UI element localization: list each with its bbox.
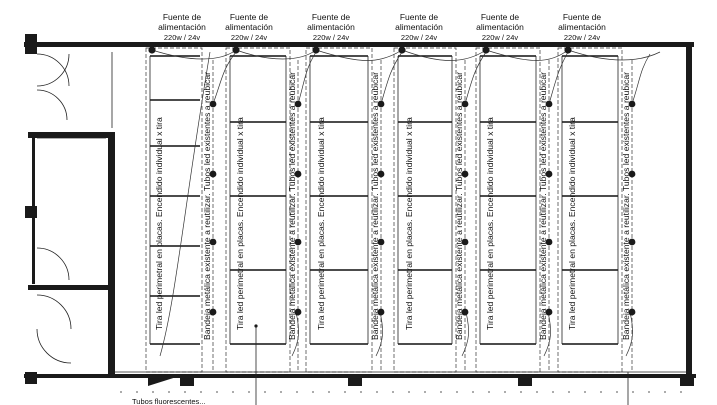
svg-text:alimentación: alimentación [558,22,606,32]
column-bottom-3 [518,374,532,386]
junction-nodes [148,46,636,328]
column-bottom-2 [348,374,362,386]
shelving-units [145,47,623,373]
shelving-unit-1 [145,47,203,373]
column-bottom-4 [680,374,694,386]
inner-wall-lower [28,285,108,290]
bottom-details: Tubos fluorescentes... [110,326,696,405]
tray-note-4: Bandeja metálica existente a reutilizar.… [454,72,464,340]
led-tube-runs [212,60,633,372]
strip-note-1: Tira led perimetral en placas. Encendido… [154,117,164,330]
power-supply-label-1: Fuente de alimentación 220w / 24v [158,12,206,42]
door-arc-3 [36,89,68,121]
right-wall [686,42,692,378]
tray-note-6: Bandeja metálica existente a reutilizar.… [621,72,631,340]
inner-wall-top [28,132,114,138]
svg-text:220w / 24v: 220w / 24v [401,33,438,42]
wiring [151,49,661,357]
svg-text:alimentación: alimentación [158,22,206,32]
power-supply-label-5: Fuente de alimentación 220w / 24v [476,12,524,42]
svg-text:Fuente de: Fuente de [312,12,351,22]
svg-text:alimentación: alimentación [225,22,273,32]
strip-note-6: Tira led perimetral en placas. Encendido… [567,117,577,330]
svg-text:alimentación: alimentación [307,22,355,32]
tray-note-1: Bandeja metálica existente a reutilizar.… [202,72,212,340]
inner-wall-left-1 [32,138,35,206]
svg-text:220w / 24v: 220w / 24v [564,33,601,42]
strip-note-2: Tira led perimetral en placas. Encendido… [235,117,245,330]
column-top-left [25,34,37,54]
svg-text:Fuente de: Fuente de [230,12,269,22]
column-bottom-1 [180,374,194,386]
power-supply-label-2: Fuente de alimentación 220w / 24v [225,12,273,42]
svg-text:alimentación: alimentación [476,22,524,32]
column-mid-left [25,206,37,218]
power-supply-label-4: Fuente de alimentación 220w / 24v [395,12,443,42]
tray-note-2: Bandeja metálica existente a reutilizar.… [287,72,297,340]
tray-note-5: Bandeja metálica existente a reutilizar.… [538,72,548,340]
strip-note-5: Tira led perimetral en placas. Encendido… [485,117,495,330]
svg-text:Fuente de: Fuente de [481,12,520,22]
door-arc-6 [36,328,72,364]
svg-text:alimentación: alimentación [395,22,443,32]
door-arc-2 [36,53,70,87]
strip-notes: Tira led perimetral en placas. Encendido… [154,117,577,330]
bottom-note: Tubos fluorescentes... [132,397,206,405]
svg-text:Fuente de: Fuente de [163,12,202,22]
column-bottom-left [25,372,37,384]
inner-wall-vertical [108,132,115,374]
svg-text:Fuente de: Fuente de [400,12,439,22]
tray-notes: Bandeja metálica existente a reutilizar.… [202,72,631,340]
power-supply-label-3: Fuente de alimentación 220w / 24v [307,12,355,42]
top-wall [24,42,694,47]
svg-text:220w / 24v: 220w / 24v [482,33,519,42]
doors [36,52,113,364]
svg-text:220w / 24v: 220w / 24v [164,33,201,42]
strip-note-3: Tira led perimetral en placas. Encendido… [316,117,326,330]
svg-text:220w / 24v: 220w / 24v [313,33,350,42]
power-supply-label-6: Fuente de alimentación 220w / 24v [558,12,606,42]
door-arc-4 [36,247,70,281]
svg-text:Fuente de: Fuente de [563,12,602,22]
door-arc-5 [36,294,72,330]
inner-wall-left-2 [32,218,35,284]
strip-note-4: Tira led perimetral en placas. Encendido… [404,117,414,330]
door-arc-1 [36,53,70,87]
walls [24,34,696,386]
tray-note-3: Bandeja metálica existente a reutilizar.… [370,72,380,340]
svg-text:220w / 24v: 220w / 24v [231,33,268,42]
